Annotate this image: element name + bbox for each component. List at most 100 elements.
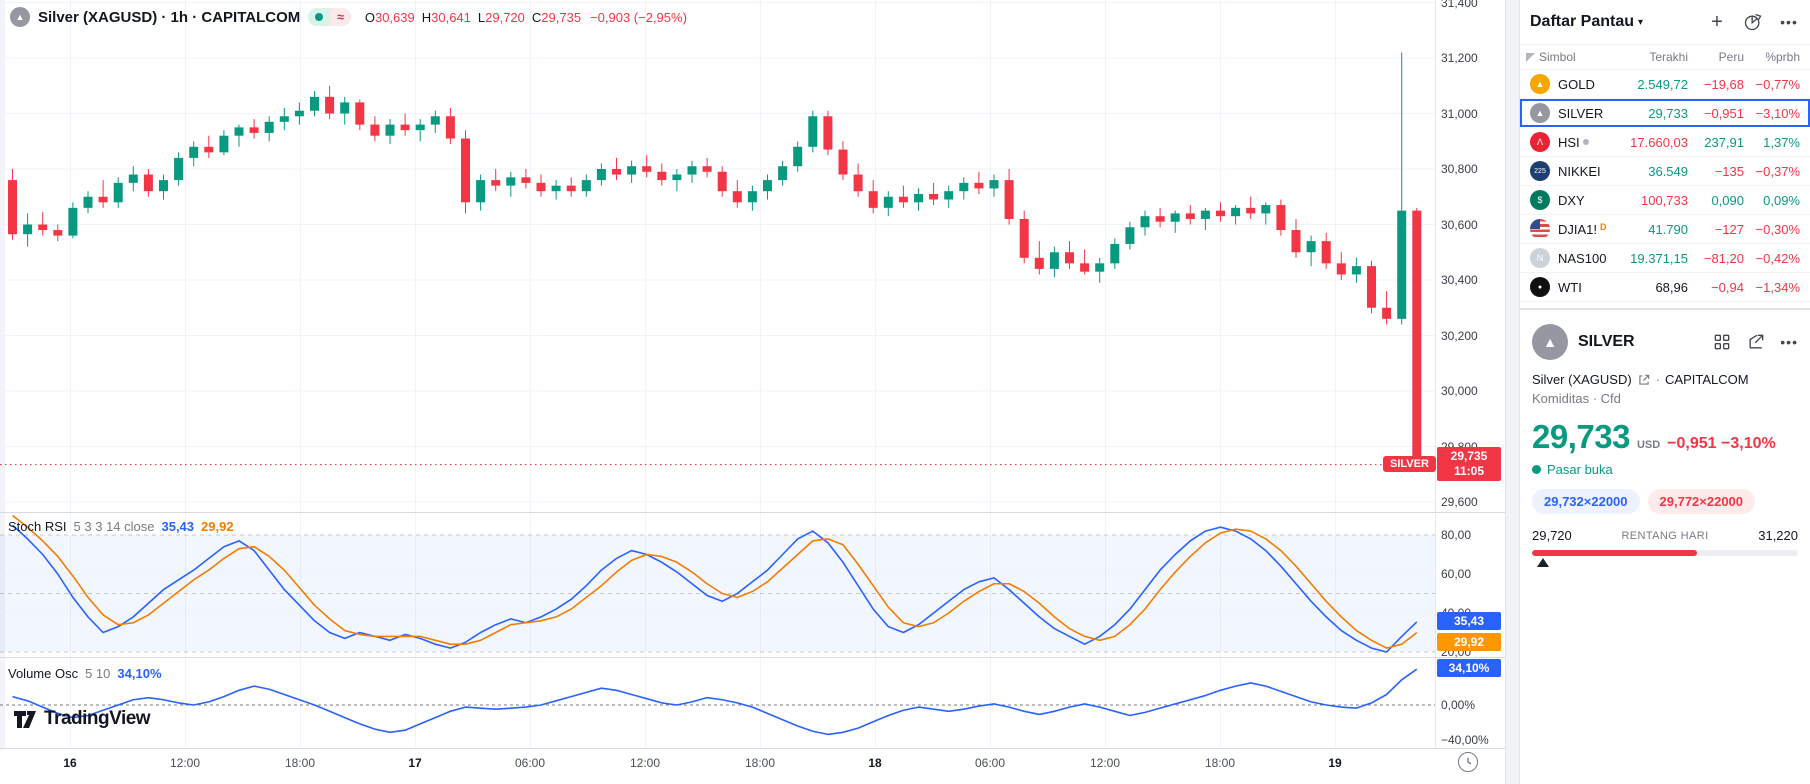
axis-label[interactable]: −40,00% <box>1441 733 1489 747</box>
ohlc-values: O30,639 H30,641 L29,720 C29,735 −0,903 (−2,9… <box>365 10 687 25</box>
watchlist-more-menu[interactable]: ••• <box>1780 14 1798 30</box>
ask-button[interactable]: 29,772×22000 <box>1647 489 1756 514</box>
candle-body <box>23 224 33 235</box>
change-value: −81,20 <box>1703 250 1744 266</box>
time-axis-label[interactable]: 19 <box>1328 756 1342 770</box>
axis-label[interactable]: 60,00 <box>1441 567 1472 581</box>
detail-symbol-name[interactable]: Silver (XAGUSD) <box>1532 372 1632 387</box>
axis-label[interactable]: 29,600 <box>1441 495 1478 509</box>
time-axis-label[interactable]: 18:00 <box>1204 756 1236 770</box>
candle-body <box>68 207 78 236</box>
time-axis-label[interactable]: 06:00 <box>514 756 546 770</box>
candle-body <box>476 180 486 203</box>
volosc-value: 34,10% <box>117 666 162 681</box>
watchlist-detail-divider <box>1520 302 1810 310</box>
compose-note-icon[interactable] <box>1746 332 1766 352</box>
detail-more-menu[interactable]: ••• <box>1780 334 1798 350</box>
chart-legend[interactable]: ▲ Silver (XAGUSD) · 1h · CAPITALCOM ≈ O3… <box>10 7 687 27</box>
price-line-symbol-tag[interactable]: SILVER <box>1383 456 1436 472</box>
last-value: 17.660,03 <box>1630 134 1688 150</box>
watchlist-row-hsi[interactable]: Λ HSI 17.660,03 237,91 1,37% <box>1520 128 1810 157</box>
watchlist-title-menu[interactable]: Daftar Pantau ▾ <box>1530 13 1643 31</box>
last-value: 41.790 <box>1648 221 1688 237</box>
candle-body <box>657 171 667 181</box>
change-pct-value: −0,37% <box>1755 163 1800 179</box>
detail-change: −0,951 −3,10% <box>1667 435 1776 452</box>
bid-button[interactable]: 29,732×22000 <box>1532 489 1640 514</box>
stoch-rsi-legend[interactable]: Stoch RSI 5 3 3 14 close 35,43 29,92 <box>8 519 234 534</box>
time-axis-label[interactable]: 18 <box>868 756 882 770</box>
candle-body <box>853 174 863 192</box>
axis-label[interactable]: 31,200 <box>1441 51 1478 65</box>
change-value: −0,951 <box>1703 105 1744 121</box>
stoch-title[interactable]: Stoch RSI <box>8 519 67 534</box>
time-axis-label[interactable]: 12:00 <box>169 756 201 770</box>
candle-body <box>370 124 380 136</box>
candle-body <box>1080 263 1090 272</box>
pie-chart-icon[interactable] <box>1742 11 1764 33</box>
watchlist-row-djia[interactable]: DJIA1! D 41.790 −127 −0,30% <box>1520 215 1810 244</box>
candle-body <box>294 110 304 117</box>
candle-body <box>717 171 727 192</box>
candle-body <box>1351 266 1361 275</box>
time-axis-label[interactable]: 16 <box>63 756 77 770</box>
axis-label[interactable]: 80,00 <box>1441 528 1472 542</box>
axis-label[interactable]: 31,000 <box>1441 106 1478 121</box>
detail-symbol-title[interactable]: SILVER <box>1578 333 1635 350</box>
candle-body <box>1200 210 1210 219</box>
axis-label[interactable]: 0,00% <box>1441 698 1476 712</box>
timezone-clock-icon[interactable] <box>1458 752 1478 772</box>
column-change-pct[interactable]: %prbh <box>1765 50 1800 64</box>
chart-symbol-title[interactable]: Silver (XAGUSD) · 1h · CAPITALCOM <box>38 8 301 26</box>
watchlist-row-gold[interactable]: ▲ GOLD 2.549,72 −19,68 −0,77% <box>1520 70 1810 99</box>
watchlist-rows: ▲ GOLD 2.549,72 −19,68 −0,77% ▲ SILVER 29,733 −0… <box>1520 70 1810 302</box>
layout-grid-icon[interactable] <box>1712 332 1732 352</box>
volume-osc-legend[interactable]: Volume Osc 5 10 34,10% <box>8 666 162 681</box>
time-axis-label[interactable]: 17 <box>408 756 422 770</box>
axis-label[interactable]: 30,000 <box>1441 384 1478 398</box>
watchlist-row-silver[interactable]: ▲ SILVER 29,733 −0,951 −3,10% <box>1520 99 1810 128</box>
tradingview-mark-icon <box>14 711 36 728</box>
axis-label[interactable]: 30,400 <box>1441 273 1478 287</box>
price-chart-svg[interactable] <box>0 0 1505 784</box>
time-axis-label[interactable]: 18:00 <box>744 756 776 770</box>
time-axis-label[interactable]: 12:00 <box>1089 756 1121 770</box>
candle-body <box>1321 241 1331 264</box>
candle-body <box>732 191 742 203</box>
flag-column-icon[interactable] <box>1526 52 1535 62</box>
candle-body <box>1216 210 1225 217</box>
axis-label[interactable]: 30,200 <box>1441 328 1478 343</box>
external-link-icon[interactable] <box>1637 373 1651 387</box>
axis-label[interactable]: 31,400 <box>1441 0 1478 10</box>
add-symbol-button[interactable]: + <box>1711 10 1723 33</box>
candle-body <box>1125 227 1135 244</box>
panel-divider[interactable] <box>1505 0 1520 784</box>
column-change[interactable]: Peru <box>1718 50 1744 64</box>
market-status-dot-badge[interactable] <box>308 8 331 26</box>
candle-body <box>249 127 259 133</box>
candle-body <box>279 116 289 122</box>
time-axis-label[interactable]: 12:00 <box>629 756 661 770</box>
watchlist-row-nikkei[interactable]: 225 NIKKEI 36.549 −135 −0,37% <box>1520 157 1810 186</box>
candle-body <box>883 196 893 208</box>
axis-label[interactable]: 30,800 <box>1441 162 1478 176</box>
volosc-title[interactable]: Volume Osc <box>8 666 79 681</box>
detail-exchange[interactable]: CAPITALCOM <box>1665 372 1749 387</box>
watchlist-row-nas100[interactable]: N NAS100 19.371,15 −81,20 −0,42% <box>1520 244 1810 273</box>
approx-data-badge[interactable]: ≈ <box>330 8 351 26</box>
chevron-down-icon: ▾ <box>1638 16 1644 28</box>
candle-body <box>445 116 455 139</box>
chart-area[interactable]: ▲ Silver (XAGUSD) · 1h · CAPITALCOM ≈ O3… <box>0 0 1505 784</box>
watchlist-row-wti[interactable]: ● WTI 68,96 −0,94 −1,34% <box>1520 273 1810 302</box>
time-axis-label[interactable]: 06:00 <box>974 756 1006 770</box>
watchlist-panel: Daftar Pantau ▾ + ••• Simbol Terakhi Per… <box>1520 0 1810 784</box>
stoch-d-badge: 29,92 <box>1437 633 1501 651</box>
tradingview-logo[interactable]: TradingView <box>12 706 151 732</box>
time-axis-label[interactable]: 18:00 <box>284 756 316 770</box>
column-symbol[interactable]: Simbol <box>1539 50 1576 64</box>
watchlist-row-dxy[interactable]: $ DXY 100,733 0,090 0,09% <box>1520 186 1810 215</box>
change-pct-value: −0,30% <box>1755 221 1800 237</box>
column-last[interactable]: Terakhi <box>1649 50 1688 64</box>
watchlist-column-headers[interactable]: Simbol Terakhi Peru %prbh <box>1520 44 1810 70</box>
axis-label[interactable]: 30,600 <box>1441 217 1478 232</box>
